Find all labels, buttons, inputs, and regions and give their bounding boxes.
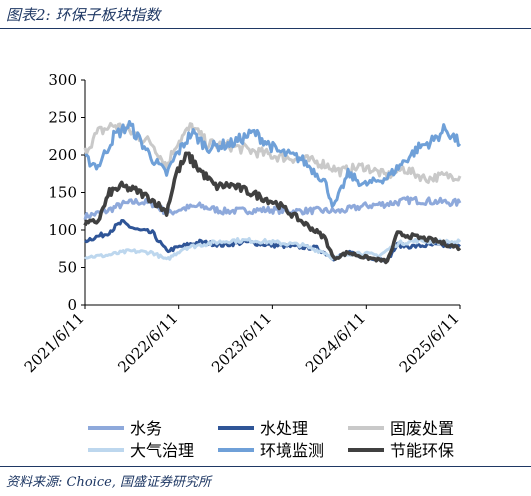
x-axis: 2021/6/11 2022/6/11 2023/6/11 2024/6/11 2025…: [21, 304, 463, 376]
y-tick-label: 100: [48, 221, 77, 239]
series-lines: [83, 120, 462, 265]
y-axis: 0 50 100 150 200 250 300: [48, 71, 86, 314]
source-rule: [0, 466, 531, 467]
legend-label: 大气治理: [130, 441, 194, 460]
x-tick-label: 2024/6/11: [302, 309, 369, 376]
y-tick-label: 250: [48, 109, 77, 127]
series-line-5: [84, 120, 462, 208]
figure-title: 图表2: 环保子板块指数: [6, 6, 161, 24]
y-tick-label: 0: [67, 296, 77, 314]
legend-label: 固废处置: [390, 419, 454, 438]
x-tick-label: 2025/6/11: [396, 309, 463, 376]
source-note: 资料来源: Choice, 国盛证券研究所: [6, 475, 212, 490]
y-tick-label: 150: [48, 184, 77, 202]
y-tick-label: 200: [48, 146, 77, 164]
x-tick-label: 2021/6/11: [21, 309, 88, 376]
x-tick-label: 2023/6/11: [208, 309, 275, 376]
y-tick-label: 300: [48, 71, 77, 89]
series-line-6: [83, 151, 462, 265]
x-tick-label: 2022/6/11: [114, 309, 181, 376]
series-line-4: [84, 237, 462, 261]
legend-label: 水务: [130, 419, 162, 438]
legend-label: 水处理: [260, 419, 308, 438]
y-tick-label: 50: [58, 259, 77, 277]
title-rule: [0, 28, 531, 29]
legend-label: 节能环保: [390, 441, 454, 460]
series-line-3: [83, 121, 462, 184]
legend-label: 环境监测: [260, 441, 324, 460]
